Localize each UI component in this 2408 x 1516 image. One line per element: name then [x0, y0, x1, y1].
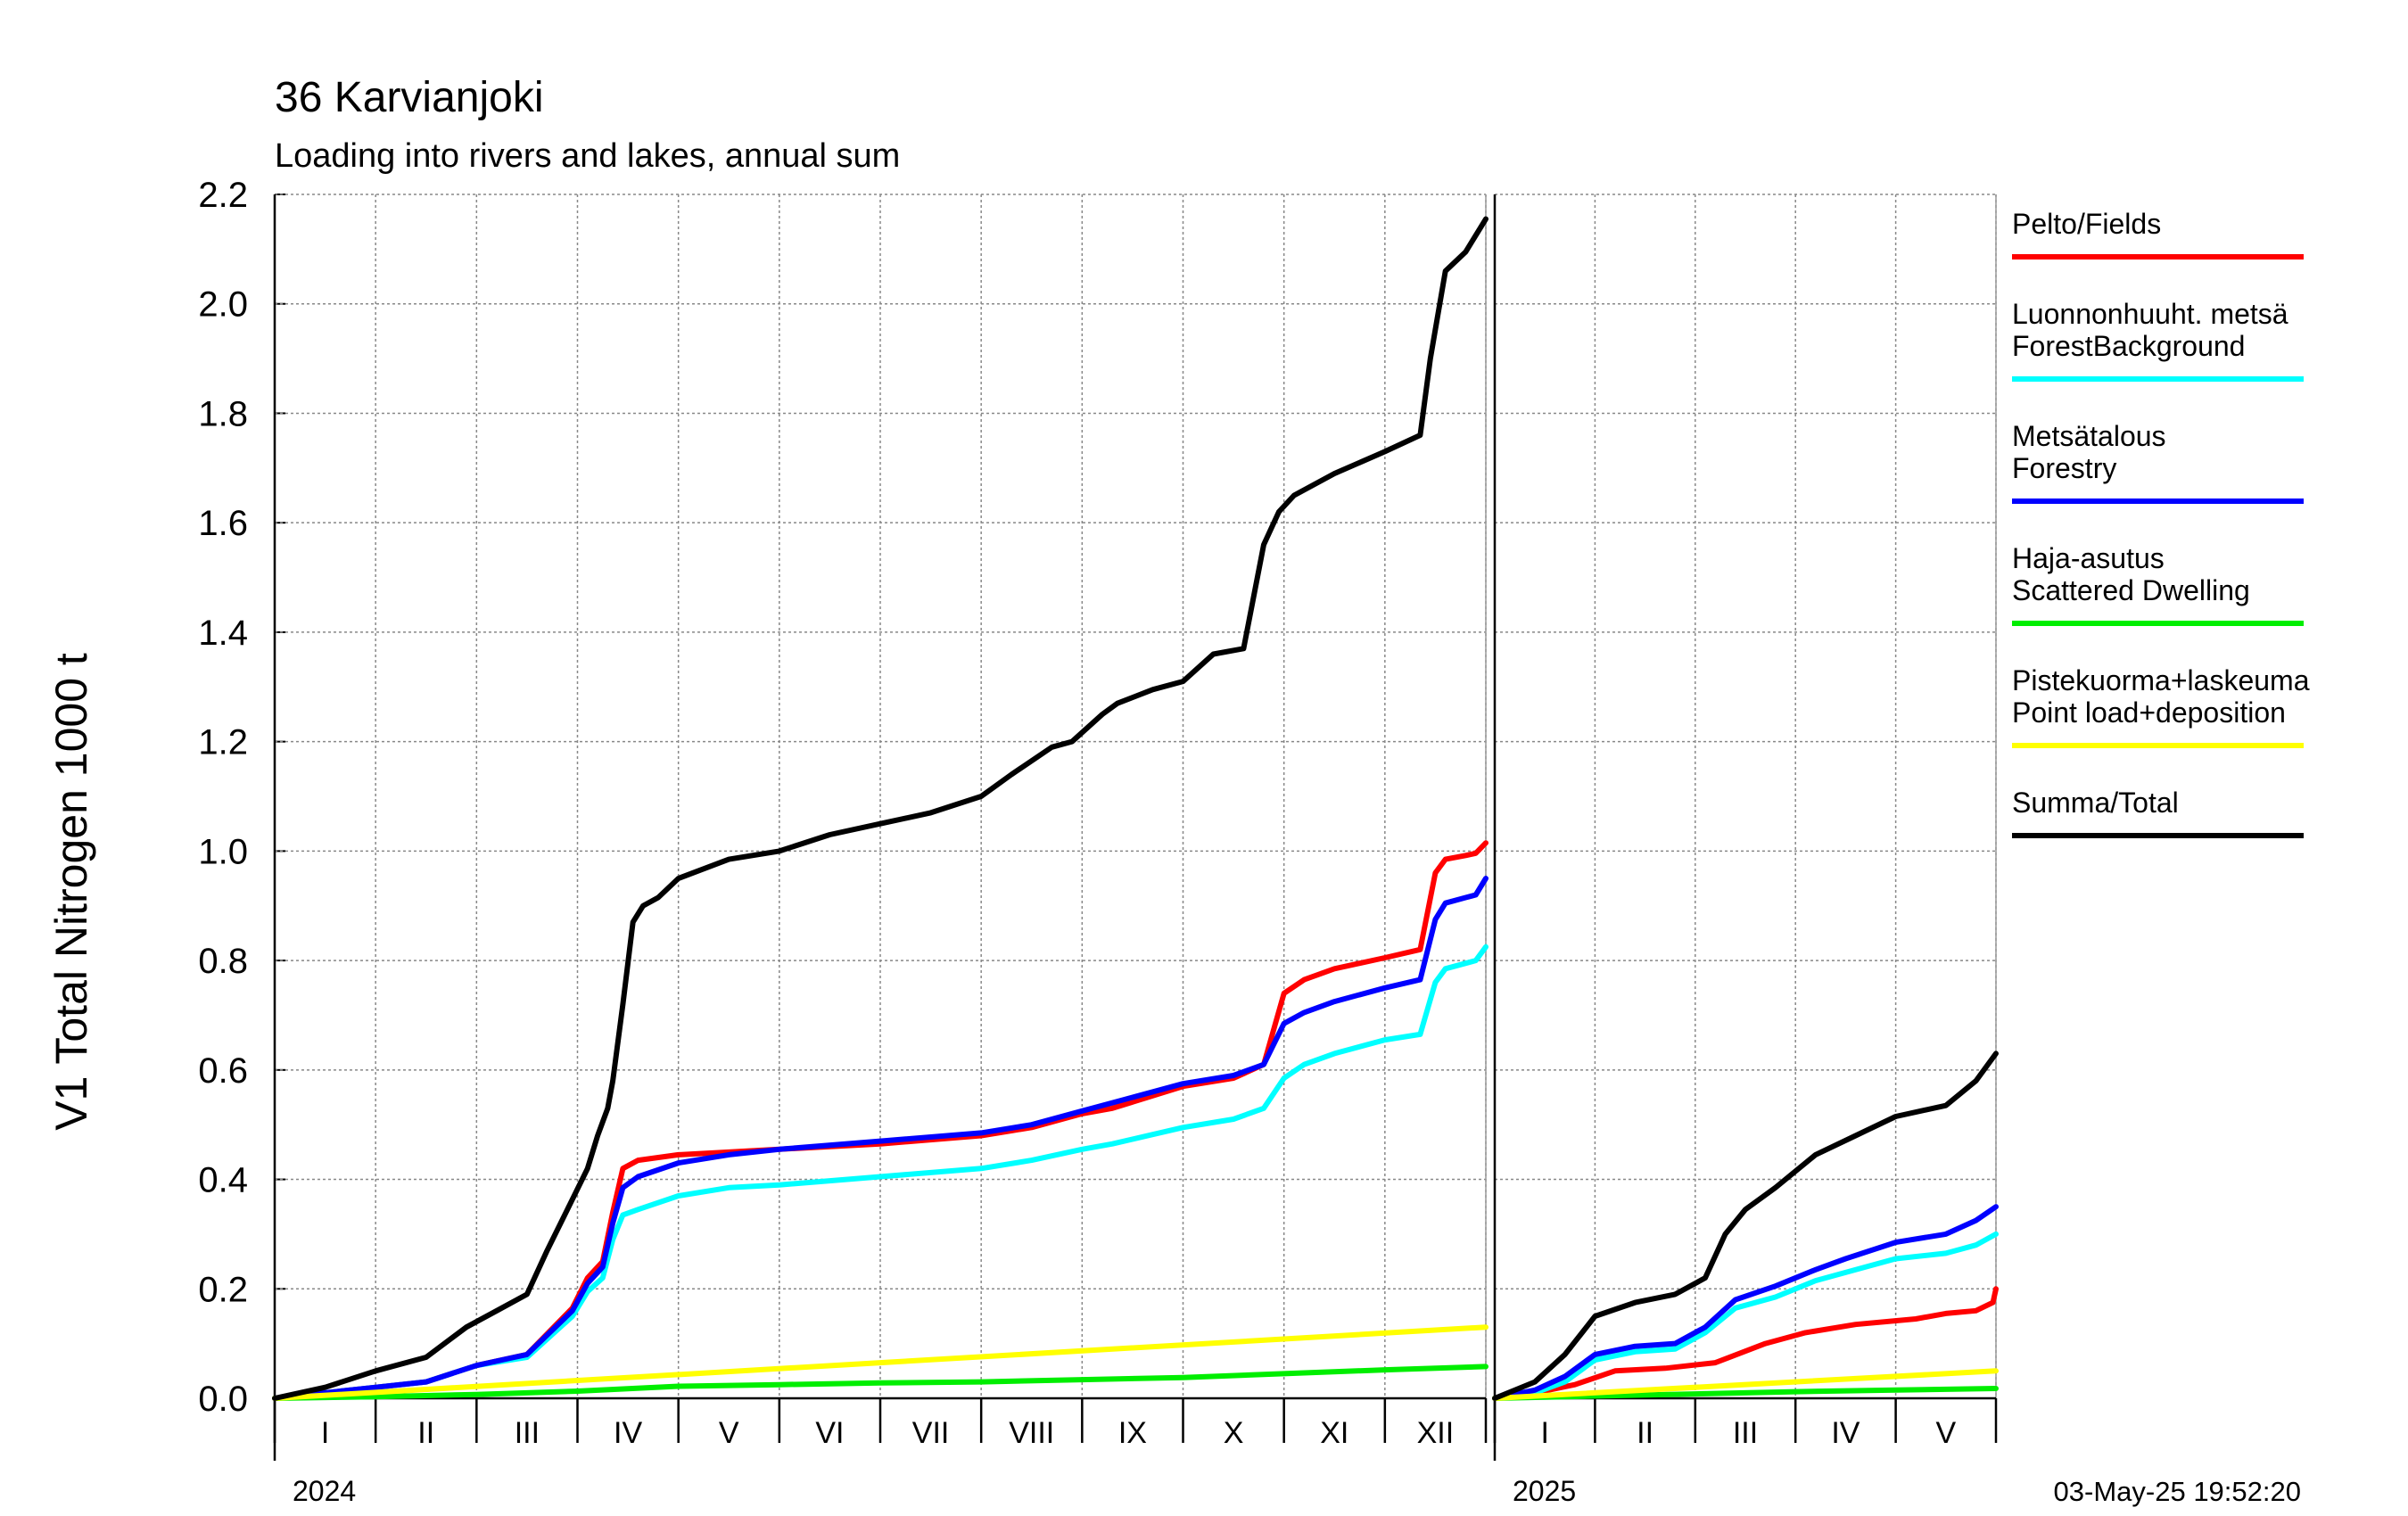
month-label: IV [614, 1416, 642, 1450]
y-tick-label: 2.2 [198, 176, 248, 215]
y-axis-label: V1 Total Nitrogen 1000 t [46, 653, 96, 1131]
legend-label: Summa/Total [2012, 787, 2179, 819]
chart-subtitle: Loading into rivers and lakes, annual su… [275, 137, 900, 175]
month-label: V [719, 1416, 739, 1450]
y-tick-label: 0.8 [198, 942, 248, 981]
series-line [1492, 1231, 1999, 1401]
month-label: IX [1118, 1416, 1147, 1450]
legend-label: Pistekuorma+laskeuma [2012, 664, 2310, 696]
series-line [272, 1364, 1489, 1401]
month-label: X [1224, 1416, 1244, 1450]
series-line [272, 943, 1489, 1401]
y-tick-label: 0.0 [198, 1380, 248, 1419]
month-label: VIII [1009, 1416, 1054, 1450]
y-tick-label: 1.8 [198, 394, 248, 433]
legend-label: Haja-asutus [2012, 542, 2165, 574]
month-label: III [515, 1416, 540, 1450]
series-line [272, 216, 1489, 1401]
y-tick-label: 0.2 [198, 1270, 248, 1309]
legend-label: ForestBackground [2012, 330, 2245, 362]
series-line [1492, 1204, 1999, 1401]
legend-label: Pelto/Fields [2012, 208, 2161, 240]
y-tick-label: 1.0 [198, 832, 248, 871]
legend-label: Forestry [2012, 452, 2116, 484]
month-label: II [1637, 1416, 1653, 1450]
month-label: V [1935, 1416, 1956, 1450]
year-label: 2025 [1513, 1475, 1576, 1507]
month-label: XI [1320, 1416, 1348, 1450]
legend-label: Luonnonhuuht. metsä [2012, 298, 2288, 330]
timestamp: 03-May-25 19:52:20 [2054, 1476, 2301, 1507]
y-tick-label: 0.4 [198, 1161, 248, 1200]
y-tick-label: 2.0 [198, 285, 248, 325]
month-label: VII [912, 1416, 950, 1450]
series-line [1492, 1368, 1999, 1401]
month-label: I [1540, 1416, 1548, 1450]
series-line [1492, 1286, 1999, 1401]
y-tick-label: 1.2 [198, 723, 248, 762]
y-tick-label: 1.4 [198, 614, 248, 653]
legend-label: Point load+deposition [2012, 696, 2286, 729]
legend: Pelto/Fields Luonnonhuuht. metsäForestBac… [2012, 208, 2310, 838]
chart-title: 36 Karvianjoki [275, 74, 544, 121]
month-label: VI [815, 1416, 844, 1450]
month-label: IV [1831, 1416, 1860, 1450]
plot-layer: 0.00.20.40.60.81.01.21.41.61.82.02.2I II I… [198, 176, 2309, 1507]
month-label: III [1733, 1416, 1758, 1450]
legend-label: Metsätalous [2012, 420, 2166, 452]
series-line [272, 876, 1489, 1401]
series-line [1492, 1050, 1999, 1401]
legend-label: Scattered Dwelling [2012, 574, 2250, 606]
y-tick-label: 1.6 [198, 504, 248, 543]
year-label: 2024 [293, 1475, 356, 1507]
y-tick-label: 0.6 [198, 1051, 248, 1091]
month-label: II [417, 1416, 434, 1450]
month-label: XII [1417, 1416, 1455, 1450]
series-line [1492, 1386, 1999, 1401]
series-line [272, 1324, 1489, 1401]
month-label: I [321, 1416, 329, 1450]
